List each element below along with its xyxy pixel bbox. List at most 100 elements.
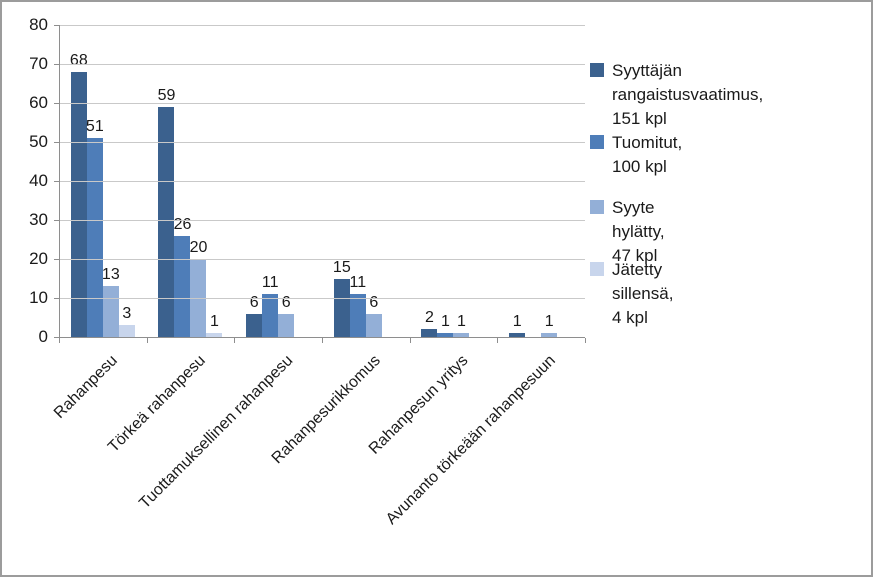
- legend-item-3: Syyte hylätty, 47 kpl: [590, 196, 665, 268]
- y-tick-30: [54, 220, 59, 221]
- data-label: 6: [281, 293, 291, 311]
- bar-slot: 1: [541, 313, 558, 337]
- x-tick-1: [146, 338, 148, 343]
- legend-label: Syyte hylätty, 47 kpl: [612, 198, 665, 265]
- bar-slot: 59: [158, 87, 175, 337]
- data-label: 26: [173, 215, 192, 233]
- bar-slot: 13: [102, 266, 120, 337]
- bar-series-3: [365, 313, 382, 337]
- legend-swatch-icon: [590, 63, 604, 77]
- data-label: 1: [512, 313, 522, 331]
- legend-item-2: Tuomitut, 100 kpl: [590, 131, 682, 179]
- bar-series-3: [541, 333, 558, 337]
- data-label: 6: [369, 293, 379, 311]
- x-axis-label-1: Rahanpesu: [50, 352, 121, 422]
- y-tick-40: [54, 181, 59, 182]
- x-axis-label-6: Avunanto törkeään rahanpesuun: [383, 352, 560, 528]
- bar-slot: 51: [86, 118, 104, 337]
- bar-slot: 6: [246, 294, 263, 337]
- bar-series-2: [174, 235, 191, 337]
- x-tick-0: [59, 338, 60, 343]
- x-tick-2: [234, 338, 236, 343]
- data-label: 68: [69, 51, 88, 69]
- y-tick-60: [54, 103, 59, 104]
- legend-label: Syyttäjän rangaistusvaatimus, 151 kpl: [612, 61, 764, 128]
- bar-slot: 1: [453, 313, 470, 337]
- legend-swatch-icon: [590, 262, 604, 276]
- bar-series-2: [349, 294, 366, 337]
- data-label: 20: [189, 239, 208, 256]
- bar-group-1: 68 51 13 3: [59, 25, 147, 337]
- y-tick-10: [54, 298, 59, 299]
- data-label: 15: [332, 258, 351, 276]
- bar-series-2: [86, 138, 103, 337]
- bar-slot: 2: [421, 309, 438, 337]
- y-tick-80: [54, 25, 59, 26]
- y-tick-0: [54, 337, 59, 338]
- gridline-40: [59, 181, 585, 182]
- bar-slot: 15: [333, 259, 351, 337]
- data-label: 2: [425, 309, 434, 327]
- bar-group-4: 15 11 6: [322, 25, 410, 337]
- y-axis-label-40: 40: [29, 171, 48, 190]
- bar-slot: 1: [206, 313, 223, 337]
- bar-series-1: [509, 333, 526, 337]
- data-label: 3: [122, 305, 132, 323]
- bar-group-3: 6 11 6: [234, 25, 322, 337]
- y-tick-70: [54, 64, 59, 65]
- y-tick-50: [54, 142, 59, 143]
- bar-series-3: [278, 313, 295, 337]
- bar-series-1: [333, 278, 350, 337]
- data-label: 6: [249, 293, 259, 311]
- bar-slot: 6: [365, 294, 382, 337]
- x-tick-5: [497, 338, 499, 343]
- y-axis-label-50: 50: [29, 132, 48, 151]
- data-label: 11: [261, 274, 279, 292]
- x-tick-3: [322, 338, 323, 343]
- data-label: 1: [457, 313, 466, 331]
- y-tick-20: [54, 259, 59, 260]
- gridline-50: [59, 142, 585, 143]
- data-label: 13: [101, 266, 120, 284]
- y-axis-label-10: 10: [29, 288, 48, 307]
- bar-series-3: [453, 333, 470, 337]
- data-label: 1: [544, 313, 554, 331]
- data-label: 1: [441, 313, 450, 331]
- y-axis-label-80: 80: [29, 15, 48, 34]
- bar-series-2: [437, 333, 454, 337]
- y-axis-label-70: 70: [29, 54, 48, 73]
- bar-series-1: [70, 71, 87, 337]
- x-tick-6: [585, 338, 586, 343]
- y-axis-line: [59, 25, 60, 337]
- gridline-20: [59, 259, 585, 260]
- bar-slot: 6: [278, 294, 295, 337]
- legend-swatch-icon: [590, 200, 604, 214]
- x-axis-label-3: Tuottamuksellinen rahanpesu: [136, 352, 297, 513]
- bar-slot: 11: [349, 274, 366, 337]
- bar-slot: 3: [118, 305, 135, 337]
- legend-label: Jätetty sillensä, 4 kpl: [612, 260, 674, 327]
- bar-slot: 1: [509, 313, 526, 337]
- data-label: 51: [85, 118, 104, 136]
- bar-series-4: [118, 325, 135, 337]
- bar-slot: 26: [174, 216, 191, 337]
- y-axis-label-0: 0: [38, 327, 48, 346]
- gridline-30: [59, 220, 585, 221]
- legend-item-1: Syyttäjän rangaistusvaatimus, 151 kpl: [590, 59, 763, 131]
- bar-series-1: [246, 313, 263, 337]
- x-axis-line: [59, 337, 585, 338]
- legend-label: Tuomitut, 100 kpl: [612, 133, 683, 176]
- y-axis-label-30: 30: [29, 210, 48, 229]
- data-label: 59: [157, 86, 176, 104]
- gridline-80: [59, 25, 585, 26]
- bar-series-2: [262, 294, 279, 337]
- gridline-70: [59, 64, 585, 65]
- y-axis-label-60: 60: [29, 93, 48, 112]
- bar-slot: 1: [437, 313, 454, 337]
- x-tick-4: [409, 338, 411, 343]
- bar-series-4: [206, 333, 223, 337]
- bar-slot: 11: [262, 274, 279, 337]
- data-label: 11: [349, 274, 367, 292]
